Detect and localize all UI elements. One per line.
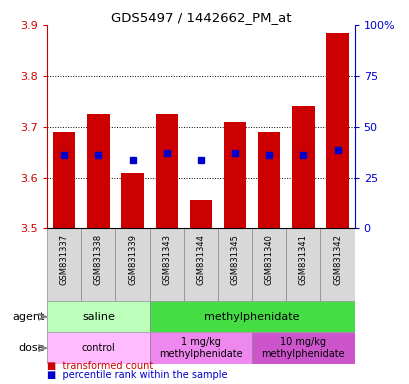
Bar [81,228,115,301]
Bar [183,228,218,301]
Bar [223,122,245,228]
Bar [149,332,252,364]
Bar [121,172,143,228]
Text: GSM831337: GSM831337 [60,234,69,285]
Text: dose: dose [18,343,45,353]
Bar [53,132,75,228]
Bar [87,114,109,228]
Bar [326,33,348,228]
Text: 1 mg/kg
methylphenidate: 1 mg/kg methylphenidate [159,337,242,359]
Bar [252,332,354,364]
Bar [252,228,285,301]
Text: ■  percentile rank within the sample: ■ percentile rank within the sample [47,370,227,380]
Bar [115,228,149,301]
Bar [47,332,149,364]
Bar [258,132,280,228]
Bar [47,301,149,332]
Text: GSM831344: GSM831344 [196,234,205,285]
Bar [47,228,81,301]
Text: control: control [81,343,115,353]
Bar [285,228,320,301]
Text: methylphenidate: methylphenidate [204,312,299,322]
Title: GDS5497 / 1442662_PM_at: GDS5497 / 1442662_PM_at [110,11,290,24]
Text: 10 mg/kg
methylphenidate: 10 mg/kg methylphenidate [261,337,344,359]
Text: agent: agent [13,312,45,322]
Text: GSM831345: GSM831345 [230,234,239,285]
Bar [218,228,252,301]
Bar [292,106,314,228]
Text: GSM831338: GSM831338 [94,234,103,285]
Text: GSM831342: GSM831342 [332,234,341,285]
Bar [149,301,354,332]
Bar [320,228,354,301]
Text: saline: saline [82,312,115,322]
Bar [155,114,178,228]
Text: GSM831340: GSM831340 [264,234,273,285]
Text: GSM831341: GSM831341 [298,234,307,285]
Text: ■  transformed count: ■ transformed count [47,361,153,371]
Text: GSM831343: GSM831343 [162,234,171,285]
Text: GSM831339: GSM831339 [128,234,137,285]
Bar [189,200,211,228]
Bar [149,228,183,301]
